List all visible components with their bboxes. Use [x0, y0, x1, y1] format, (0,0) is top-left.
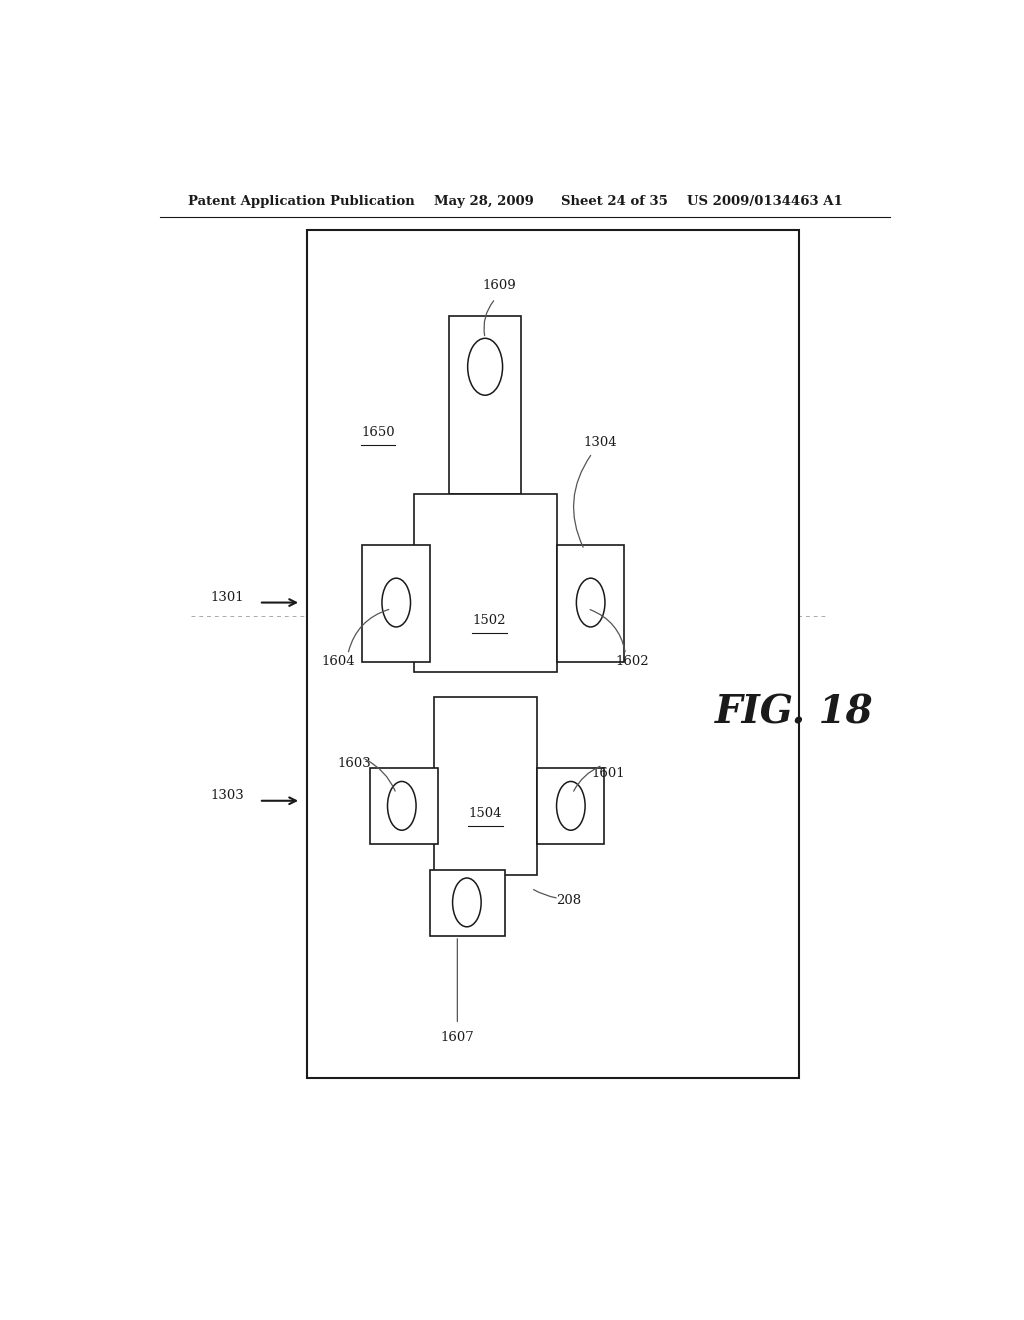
Ellipse shape	[557, 781, 585, 830]
Text: May 28, 2009: May 28, 2009	[433, 194, 534, 207]
Text: 1304: 1304	[584, 437, 617, 450]
Bar	[370, 768, 437, 845]
Text: 1502: 1502	[472, 614, 506, 627]
Bar	[450, 315, 521, 494]
Ellipse shape	[468, 338, 503, 395]
Bar	[430, 870, 505, 936]
Text: 1303: 1303	[210, 789, 244, 803]
Text: 1301: 1301	[210, 591, 244, 605]
Text: 1609: 1609	[482, 279, 516, 292]
Bar	[306, 230, 799, 1078]
Text: 1603: 1603	[337, 756, 371, 770]
Text: 1607: 1607	[440, 1031, 474, 1044]
Text: 1601: 1601	[591, 767, 625, 780]
Ellipse shape	[577, 578, 605, 627]
Text: 1602: 1602	[615, 655, 649, 668]
Text: Sheet 24 of 35: Sheet 24 of 35	[560, 194, 668, 207]
Text: 1650: 1650	[361, 426, 395, 440]
Ellipse shape	[382, 578, 411, 627]
Text: 1604: 1604	[322, 655, 355, 668]
Bar	[557, 545, 624, 661]
Bar	[362, 545, 430, 661]
Text: 208: 208	[556, 894, 581, 907]
Bar	[537, 768, 604, 845]
Text: Patent Application Publication: Patent Application Publication	[187, 194, 415, 207]
Bar	[414, 494, 557, 672]
Text: FIG. 18: FIG. 18	[716, 693, 873, 731]
Ellipse shape	[387, 781, 416, 830]
Text: 1504: 1504	[468, 808, 502, 821]
Text: US 2009/0134463 A1: US 2009/0134463 A1	[687, 194, 843, 207]
Bar	[433, 697, 537, 875]
Ellipse shape	[453, 878, 481, 927]
